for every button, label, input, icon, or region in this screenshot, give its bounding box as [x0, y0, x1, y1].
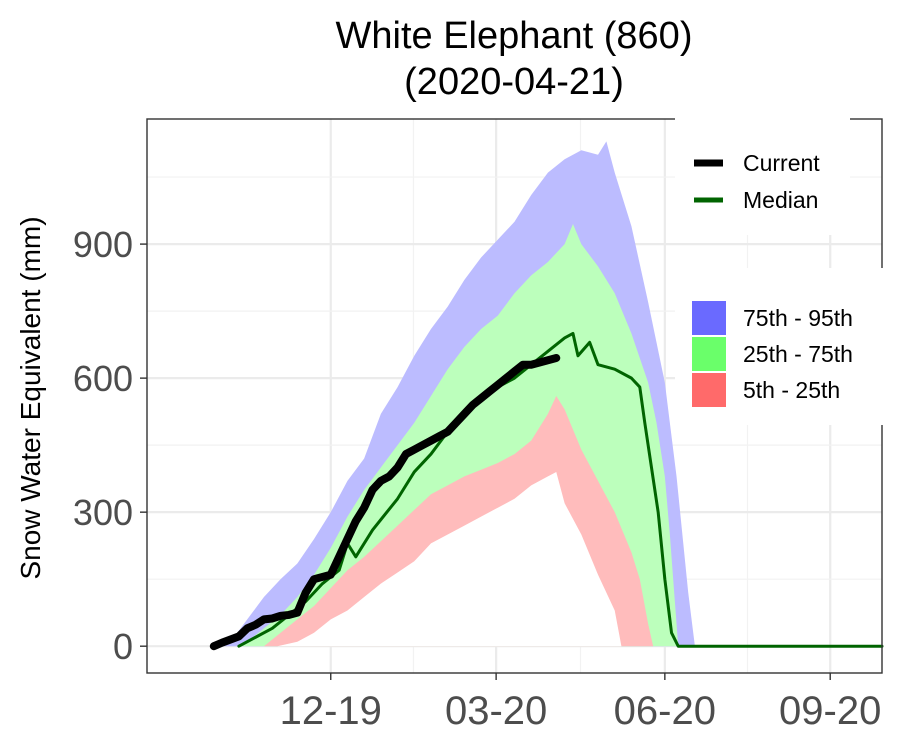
legend-current-label: Current — [743, 150, 820, 176]
band-below-5 — [277, 471, 622, 647]
x-tick-label: 06-20 — [614, 689, 716, 733]
x-tick-label: 12-19 — [280, 689, 382, 733]
series-lines — [209, 331, 884, 651]
legend-lines: Current Median — [675, 110, 850, 235]
legend-fills: 75th - 95th 25th - 75th 5th - 25th — [675, 268, 890, 425]
x-tick-label: 03-20 — [445, 689, 547, 733]
y-tick-label: 300 — [73, 492, 133, 533]
y-tick-label: 900 — [73, 224, 133, 265]
chart-subtitle: (2020-04-21) — [404, 61, 624, 103]
chart-title: White Elephant (860) — [336, 15, 693, 57]
legend-fill-key — [692, 373, 726, 407]
legend-fill-label: 5th - 25th — [743, 377, 840, 403]
legend-fill-key — [692, 337, 726, 371]
y-axis-label: Snow Water Equivalent (mm) — [15, 216, 46, 579]
legend-lines-box — [675, 110, 850, 235]
legend-fill-key — [692, 301, 726, 335]
series-current-line — [209, 354, 561, 651]
legend-median-label: Median — [743, 187, 818, 213]
y-tick-label: 0 — [113, 626, 133, 667]
legend-fill-label: 25th - 75th — [743, 341, 853, 367]
legend-fill-label: 75th - 95th — [743, 305, 853, 331]
axis-ticks: 0 300 600 900 12-19 03-20 06-20 09-20 — [73, 224, 881, 733]
y-tick-label: 600 — [73, 358, 133, 399]
x-tick-label: 09-20 — [779, 689, 881, 733]
